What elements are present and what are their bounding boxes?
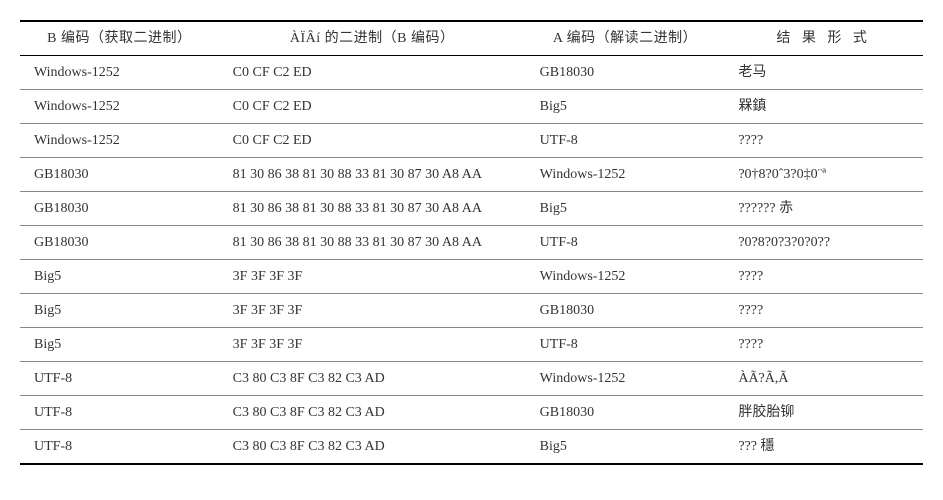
cell-result: ???? [724, 328, 923, 362]
cell-result: ???? [724, 294, 923, 328]
cell-a-encoding: Big5 [526, 90, 725, 124]
cell-result: ??? 穩 [724, 430, 923, 465]
table-row: Big53F 3F 3F 3FGB18030???? [20, 294, 923, 328]
cell-b-encoding: Big5 [20, 328, 219, 362]
cell-result: 槑鎮 [724, 90, 923, 124]
cell-result: ???? [724, 124, 923, 158]
cell-a-encoding: GB18030 [526, 396, 725, 430]
cell-a-encoding: Big5 [526, 430, 725, 465]
cell-hex: C0 CF C2 ED [219, 90, 526, 124]
cell-hex: 81 30 86 38 81 30 88 33 81 30 87 30 A8 A… [219, 192, 526, 226]
table-row: UTF-8C3 80 C3 8F C3 82 C3 ADGB18030胖胶胎铆 [20, 396, 923, 430]
col-header-result: 结 果 形 式 [724, 21, 923, 56]
table-row: GB1803081 30 86 38 81 30 88 33 81 30 87 … [20, 158, 923, 192]
cell-b-encoding: UTF-8 [20, 430, 219, 465]
cell-a-encoding: UTF-8 [526, 328, 725, 362]
cell-b-encoding: UTF-8 [20, 362, 219, 396]
cell-result: 胖胶胎铆 [724, 396, 923, 430]
cell-b-encoding: Windows-1252 [20, 56, 219, 90]
cell-hex: C3 80 C3 8F C3 82 C3 AD [219, 362, 526, 396]
cell-result: ?0?8?0?3?0?0?? [724, 226, 923, 260]
cell-hex: 3F 3F 3F 3F [219, 294, 526, 328]
cell-hex: 3F 3F 3F 3F [219, 328, 526, 362]
cell-a-encoding: Windows-1252 [526, 158, 725, 192]
cell-b-encoding: GB18030 [20, 158, 219, 192]
cell-b-encoding: GB18030 [20, 226, 219, 260]
cell-hex: 81 30 86 38 81 30 88 33 81 30 87 30 A8 A… [219, 226, 526, 260]
cell-b-encoding: Windows-1252 [20, 90, 219, 124]
table-row: Big53F 3F 3F 3FUTF-8???? [20, 328, 923, 362]
cell-a-encoding: GB18030 [526, 56, 725, 90]
table-row: GB1803081 30 86 38 81 30 88 33 81 30 87 … [20, 226, 923, 260]
table-row: UTF-8C3 80 C3 8F C3 82 C3 ADWindows-1252… [20, 362, 923, 396]
cell-result: ?????? 赤 [724, 192, 923, 226]
cell-a-encoding: UTF-8 [526, 226, 725, 260]
cell-result: ÀÃ?Ã,Ã [724, 362, 923, 396]
table-row: GB1803081 30 86 38 81 30 88 33 81 30 87 … [20, 192, 923, 226]
cell-a-encoding: Big5 [526, 192, 725, 226]
cell-result: 老马 [724, 56, 923, 90]
cell-b-encoding: Windows-1252 [20, 124, 219, 158]
cell-b-encoding: GB18030 [20, 192, 219, 226]
col-header-result-text: 结 果 形 式 [776, 31, 871, 46]
cell-hex: C3 80 C3 8F C3 82 C3 AD [219, 430, 526, 465]
cell-hex: 3F 3F 3F 3F [219, 260, 526, 294]
col-header-hex: ÀÏÂí 的二进制（B 编码） [219, 21, 526, 56]
col-header-a-encoding: A 编码（解读二进制） [526, 21, 725, 56]
table-header-row: B 编码（获取二进制） ÀÏÂí 的二进制（B 编码） A 编码（解读二进制） … [20, 21, 923, 56]
table-row: Windows-1252C0 CF C2 EDGB18030老马 [20, 56, 923, 90]
table-row: Big53F 3F 3F 3FWindows-1252???? [20, 260, 923, 294]
table-row: UTF-8C3 80 C3 8F C3 82 C3 ADBig5??? 穩 [20, 430, 923, 465]
cell-hex: C0 CF C2 ED [219, 56, 526, 90]
cell-result: ?0†8?0ˆ3?0‡0¨ª [724, 158, 923, 192]
cell-a-encoding: UTF-8 [526, 124, 725, 158]
cell-b-encoding: Big5 [20, 294, 219, 328]
encoding-table: B 编码（获取二进制） ÀÏÂí 的二进制（B 编码） A 编码（解读二进制） … [20, 20, 923, 465]
table-row: Windows-1252C0 CF C2 EDUTF-8???? [20, 124, 923, 158]
cell-hex: C0 CF C2 ED [219, 124, 526, 158]
table-row: Windows-1252C0 CF C2 EDBig5槑鎮 [20, 90, 923, 124]
cell-hex: C3 80 C3 8F C3 82 C3 AD [219, 396, 526, 430]
cell-result: ???? [724, 260, 923, 294]
cell-a-encoding: Windows-1252 [526, 362, 725, 396]
cell-b-encoding: UTF-8 [20, 396, 219, 430]
col-header-b-encoding: B 编码（获取二进制） [20, 21, 219, 56]
cell-a-encoding: Windows-1252 [526, 260, 725, 294]
cell-a-encoding: GB18030 [526, 294, 725, 328]
cell-b-encoding: Big5 [20, 260, 219, 294]
cell-hex: 81 30 86 38 81 30 88 33 81 30 87 30 A8 A… [219, 158, 526, 192]
